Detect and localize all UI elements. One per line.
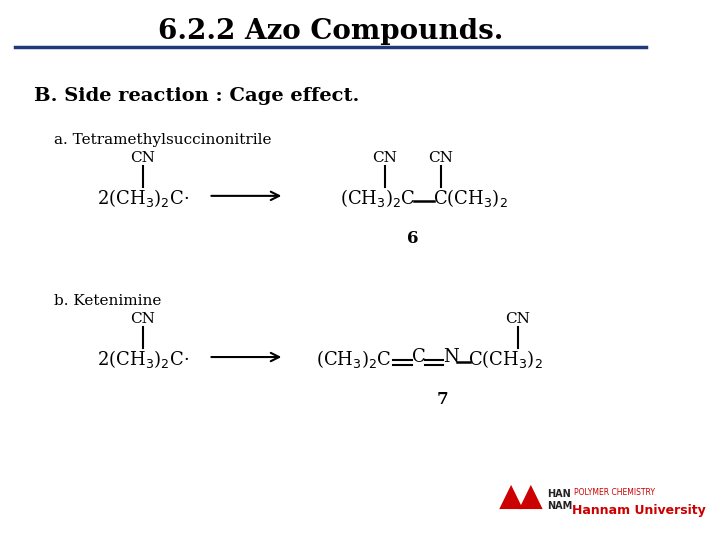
Text: NAM: NAM: [547, 501, 572, 511]
Text: CN: CN: [130, 151, 156, 165]
Text: CN: CN: [372, 151, 397, 165]
Text: (CH$_3$)$_2$C: (CH$_3$)$_2$C: [316, 348, 392, 370]
Polygon shape: [519, 485, 543, 509]
Text: POLYMER CHEMISTRY: POLYMER CHEMISTRY: [574, 488, 654, 497]
Text: (CH$_3$)$_2$C: (CH$_3$)$_2$C: [340, 187, 415, 209]
Text: CN: CN: [505, 313, 530, 326]
Text: a. Tetramethylsuccinonitrile: a. Tetramethylsuccinonitrile: [54, 133, 271, 147]
Text: C(CH$_3$)$_2$: C(CH$_3$)$_2$: [433, 187, 508, 209]
Text: 7: 7: [436, 391, 448, 408]
Text: C: C: [413, 348, 426, 366]
Text: 2(CH$_3$)$_2$C·: 2(CH$_3$)$_2$C·: [96, 348, 189, 370]
Text: CN: CN: [428, 151, 453, 165]
Polygon shape: [499, 485, 523, 509]
Text: CN: CN: [130, 313, 156, 326]
Text: 6.2.2 Azo Compounds.: 6.2.2 Azo Compounds.: [158, 17, 503, 44]
Text: HAN: HAN: [547, 489, 571, 498]
Text: b. Ketenimine: b. Ketenimine: [54, 294, 161, 308]
Text: N: N: [444, 348, 459, 366]
Text: 6: 6: [407, 230, 418, 247]
Text: C(CH$_3$)$_2$: C(CH$_3$)$_2$: [468, 348, 544, 370]
Text: B. Side reaction : Cage effect.: B. Side reaction : Cage effect.: [35, 87, 360, 105]
Text: 2(CH$_3$)$_2$C·: 2(CH$_3$)$_2$C·: [96, 187, 189, 209]
Text: Hannam University: Hannam University: [572, 504, 706, 517]
